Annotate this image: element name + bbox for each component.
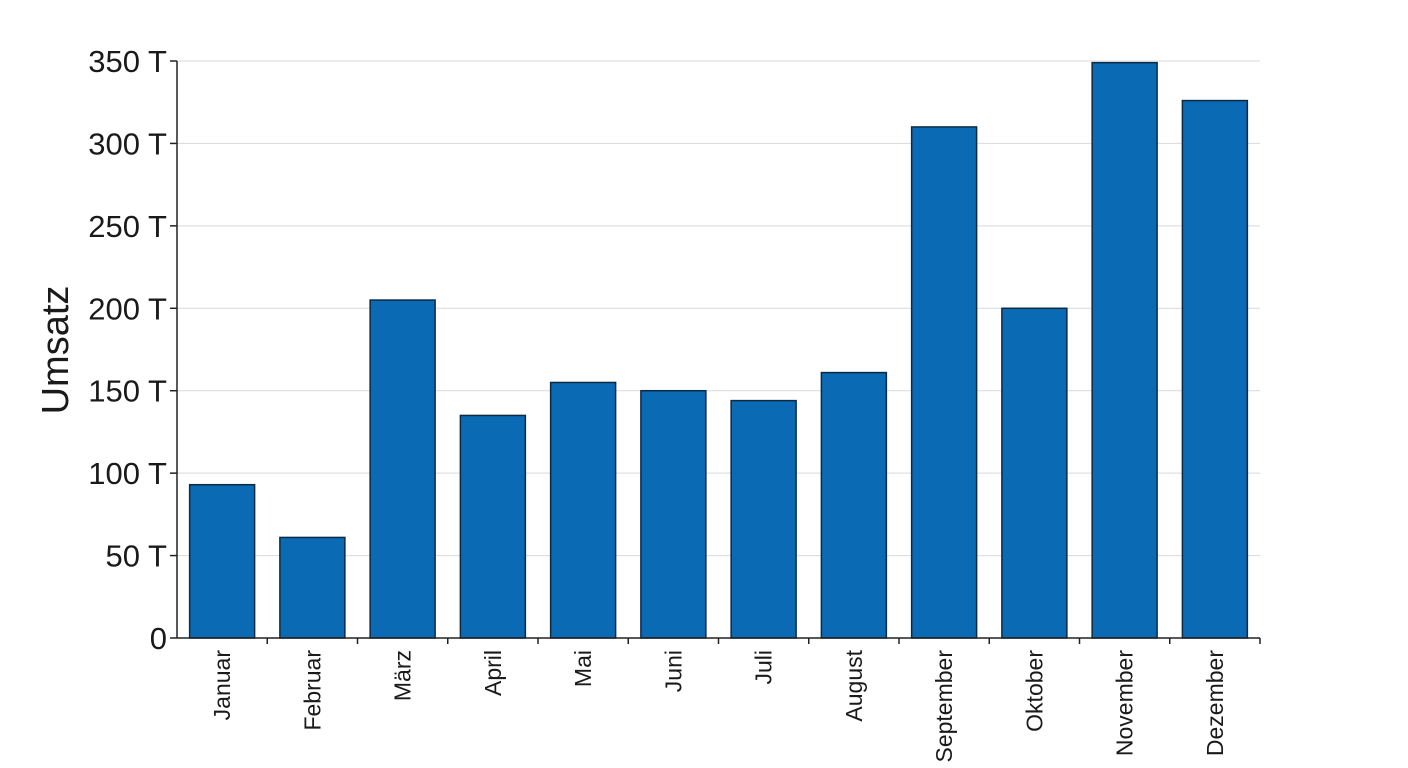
bars bbox=[188, 61, 1249, 639]
gridlines bbox=[177, 60, 1260, 557]
y-tick-label: 150 T bbox=[88, 374, 167, 409]
y-tick-label: 250 T bbox=[88, 209, 167, 244]
x-ticks: Januar Februar März April Mai Juni Juli August S… bbox=[209, 638, 1261, 763]
bar-april bbox=[459, 414, 527, 639]
bar-juli bbox=[730, 399, 797, 639]
y-tick-label: 200 T bbox=[88, 291, 167, 326]
x-tick-label: März bbox=[390, 650, 416, 701]
x-tick-label: Dezember bbox=[1202, 650, 1228, 756]
bar-september bbox=[910, 126, 978, 639]
x-tick-label: Februar bbox=[299, 650, 325, 731]
bar-märz bbox=[369, 299, 436, 639]
x-tick-label: Oktober bbox=[1021, 650, 1047, 732]
bar-dezember bbox=[1181, 99, 1249, 639]
x-tick-label: April bbox=[480, 650, 506, 696]
y-tick-label: 100 T bbox=[88, 456, 167, 491]
x-tick-label: Juni bbox=[660, 650, 686, 692]
y-tick-label: 0 bbox=[150, 621, 167, 656]
bar-mai bbox=[549, 381, 617, 639]
x-tick-label: Januar bbox=[209, 650, 235, 721]
x-tick-label: November bbox=[1112, 650, 1138, 756]
x-tick-label: Juli bbox=[751, 650, 777, 685]
bar-november bbox=[1091, 61, 1158, 639]
y-ticks: 0 50 T 100 T 150 T 200 T 250 T 300 T 350 T bbox=[88, 44, 177, 656]
bar-oktober bbox=[1001, 307, 1068, 639]
x-tick-label: Mai bbox=[570, 650, 596, 687]
x-tick-label: September bbox=[931, 650, 957, 763]
bar-februar bbox=[279, 536, 346, 639]
y-tick-label: 50 T bbox=[106, 539, 168, 574]
y-tick-label: 350 T bbox=[88, 44, 167, 79]
y-tick-label: 300 T bbox=[88, 126, 167, 161]
y-axis-label: Umsatz bbox=[35, 286, 77, 415]
x-tick-label: August bbox=[841, 649, 867, 721]
bar-januar bbox=[188, 483, 256, 639]
bar-juni bbox=[640, 389, 707, 639]
bar-august bbox=[820, 371, 888, 639]
